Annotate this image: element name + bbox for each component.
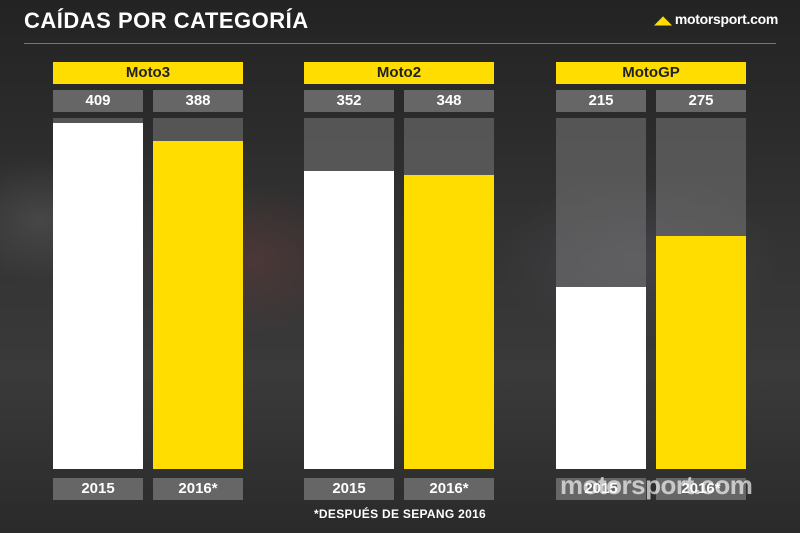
value-label-moto3-2016: 388 — [153, 90, 243, 112]
value-label-moto2-2016: 348 — [404, 90, 494, 112]
group-label-moto3: Moto3 — [53, 62, 243, 84]
value-label-motogp-2015: 215 — [556, 90, 646, 112]
year-label-moto3-2016: 2016* — [153, 478, 243, 500]
group-label-motogp: MotoGP — [556, 62, 746, 84]
bar-moto3-2015 — [53, 123, 143, 469]
value-label-moto3-2015: 409 — [53, 90, 143, 112]
footnote: *DESPUÉS DE SEPANG 2016 — [313, 507, 487, 521]
chart-title: CAÍDAS POR CATEGORÍA — [24, 8, 309, 33]
value-label-moto2-2015: 352 — [304, 90, 394, 112]
bar-motogp-2015 — [556, 287, 646, 469]
brand-logo: ◢◣ motorsport.com — [654, 11, 778, 27]
bar-moto2-2015 — [304, 171, 394, 469]
year-label-moto3-2015: 2015 — [53, 478, 143, 500]
brand-mark-icon: ◢◣ — [654, 13, 672, 27]
bar-moto2-2016 — [404, 175, 494, 469]
brand-logo-text: motorsport.com — [674, 11, 778, 27]
bar-motogp-2016 — [656, 236, 746, 469]
year-label-motogp-2016: 2016* — [656, 478, 746, 500]
watermark: motorsport.com — [560, 470, 753, 500]
year-label-motogp-2015: 2015 — [556, 478, 646, 500]
title-divider — [24, 43, 776, 44]
bar-moto3-2016 — [153, 141, 243, 469]
year-label-moto2-2015: 2015 — [304, 478, 394, 500]
group-label-moto2: Moto2 — [304, 62, 494, 84]
value-label-motogp-2016: 275 — [656, 90, 746, 112]
year-label-moto2-2016: 2016* — [404, 478, 494, 500]
